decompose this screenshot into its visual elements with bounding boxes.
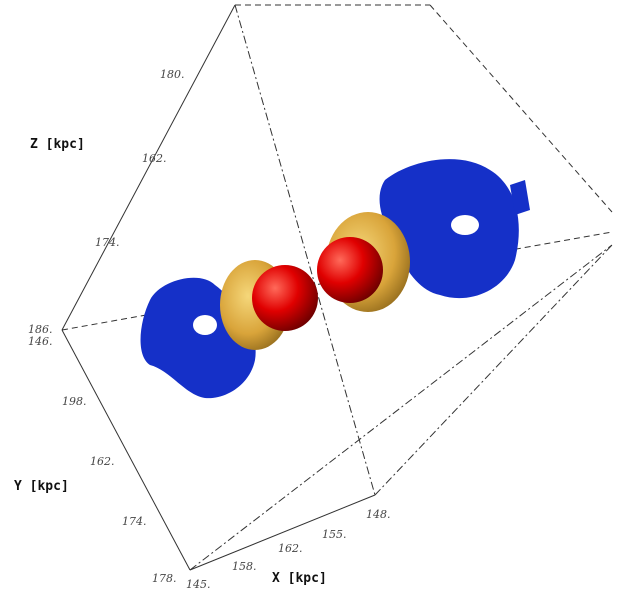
x-axis-label: X [kpc]	[272, 571, 327, 586]
y-tick-label: 146.	[28, 335, 53, 348]
y-tick-label: 162.	[90, 455, 115, 468]
y-axis-label: Y [kpc]	[14, 479, 69, 494]
z-tick-label: 180.	[160, 68, 185, 81]
red-spheres	[252, 237, 383, 331]
z-tick-label: 162.	[142, 152, 167, 165]
z-axis-label: Z [kpc]	[30, 137, 85, 152]
gold-clumps	[220, 212, 410, 350]
y-tick-label: 174.	[122, 515, 147, 528]
y-tick-label: 198.	[62, 395, 87, 408]
z-tick-label: 174.	[95, 236, 120, 249]
y-tick-label: 178.	[152, 572, 177, 585]
x-tick-label: 155.	[322, 528, 347, 541]
x-tick-label: 162.	[278, 542, 303, 555]
x-tick-label: 148.	[366, 508, 391, 521]
x-tick-label: 158.	[232, 560, 257, 573]
visualization: Z [kpc] Y [kpc] X [kpc] 180. 162. 174. 1…	[0, 0, 618, 592]
x-tick-label: 145.	[186, 578, 211, 591]
